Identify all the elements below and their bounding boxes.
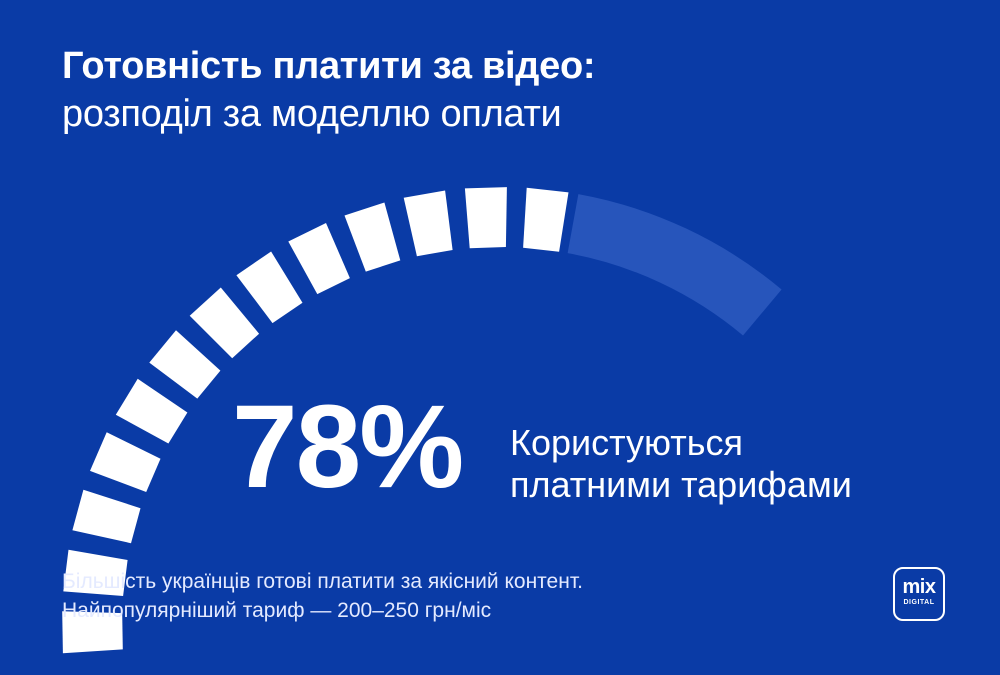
gauge-segment [344, 202, 401, 272]
gauge-segment [189, 287, 260, 359]
title-line-2: розподіл за моделлю оплати [62, 93, 562, 135]
gauge-segment [236, 251, 303, 324]
value-label-line-2: платними тарифами [510, 464, 852, 505]
gauge-segment [149, 330, 221, 399]
gauge-segment [62, 611, 123, 654]
gauge-segment [63, 549, 128, 596]
gauge-value: 78% [232, 381, 464, 513]
gauge-segment [90, 432, 161, 492]
gauge-segment [464, 187, 507, 249]
value-label-line-1: Користуються [510, 422, 743, 463]
gauge-segment [115, 378, 188, 444]
gauge-value-unit: % [359, 381, 464, 513]
title-line-1: Готовність платити за відео: [62, 45, 596, 87]
mix-digital-logo: mix DIGITAL [893, 567, 945, 621]
gauge-segments [62, 187, 569, 654]
gauge-segment [523, 187, 569, 252]
gauge-segment [72, 489, 141, 544]
footnote-line-1: Більшість українців готові платити за як… [62, 570, 583, 593]
gauge-segment [288, 223, 350, 295]
gauge-value-number: 78 [232, 381, 361, 513]
logo-word: mix [902, 576, 936, 598]
footnote-line-2: Найпопулярніший тариф — 200–250 грн/міс [62, 599, 492, 622]
gauge-track [567, 194, 782, 336]
gauge-value-label: Користуються платними тарифами [510, 422, 930, 506]
footnote: Більшість українців готові платити за як… [62, 567, 822, 625]
logo-subtitle: DIGITAL [903, 599, 935, 606]
gauge-segment [403, 190, 453, 257]
chart-title: Готовність платити за відео: розподіл за… [62, 42, 942, 138]
